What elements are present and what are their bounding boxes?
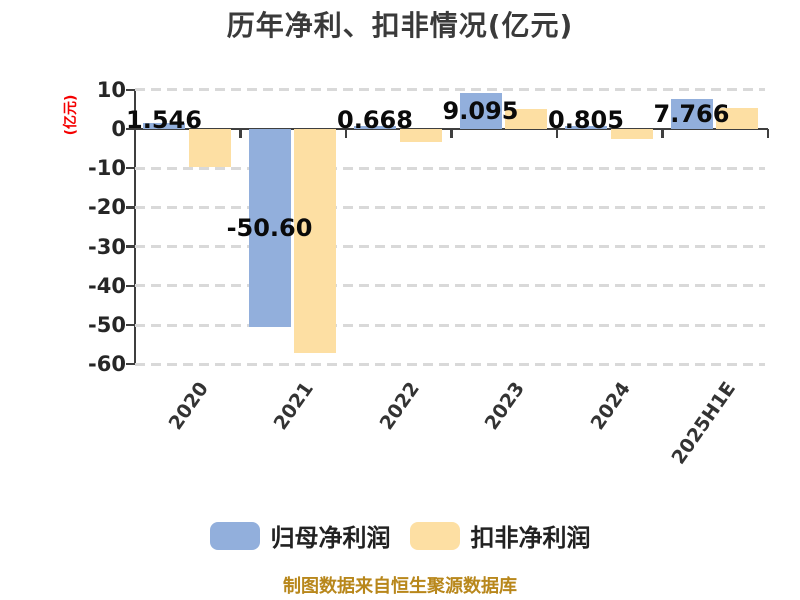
- bar-value-label-2022: 0.668: [337, 106, 413, 134]
- x-tick-0: [133, 129, 137, 138]
- x-axis-label-2021: 2021: [269, 378, 319, 434]
- gridline--50: [135, 323, 765, 327]
- bar-net-profit-2020: [143, 122, 185, 129]
- x-axis-label-2024: 2024: [586, 378, 635, 434]
- y-tick--20: [126, 206, 135, 209]
- gridline--60: [135, 362, 765, 366]
- x-tick-3: [450, 129, 453, 138]
- y-tick-label-10: 10: [96, 77, 126, 102]
- bar-net-profit-2023: [459, 93, 502, 129]
- y-tick--50: [126, 323, 135, 327]
- x-axis-label-2022: 2022: [375, 378, 424, 434]
- bar-non-recurring-profit-2023: [505, 109, 547, 129]
- legend-label-non-recurring-profit: 扣非净利润: [470, 524, 591, 552]
- y-tick-label--50: -50: [88, 313, 126, 337]
- x-tick-2: [344, 129, 348, 138]
- x-axis-zero-line: [135, 127, 768, 131]
- bar-value-label-2025H1E: 7.766: [653, 99, 730, 128]
- x-tick-5: [661, 129, 664, 138]
- y-tick--60: [126, 362, 135, 366]
- bar-non-recurring-profit-2020: [188, 129, 231, 168]
- bar-value-label-2024: 0.805: [548, 106, 624, 134]
- y-tick-0: [126, 127, 135, 131]
- y-tick-10: [126, 88, 135, 92]
- x-tick-1: [239, 129, 242, 138]
- source-note: 制图数据来自恒生聚源数据库: [283, 576, 517, 597]
- y-tick--10: [126, 166, 135, 170]
- bar-net-profit-2025H1E: [670, 98, 713, 129]
- legend-label-net-profit: 归母净利润: [270, 524, 391, 552]
- legend-item-non-recurring-profit: 扣非净利润: [409, 518, 591, 553]
- gridline-10: [135, 88, 765, 92]
- bar-non-recurring-profit-2022: [399, 129, 442, 143]
- bar-value-label-2021: -50.60: [226, 214, 313, 243]
- y-tick-label--30: -30: [88, 234, 126, 259]
- chart-title: 历年净利、扣非情况(亿元): [226, 9, 574, 42]
- y-tick-label--20: -20: [88, 195, 126, 220]
- y-tick-label-0: 0: [111, 117, 126, 141]
- legend-swatch-net-profit: [209, 521, 260, 550]
- bar-value-label-2020: 1.546: [126, 106, 202, 134]
- gridline--40: [135, 284, 765, 288]
- gridline--30: [135, 245, 765, 249]
- bar-net-profit-2021: [248, 129, 291, 328]
- legend-swatch-non-recurring-profit: [409, 521, 460, 550]
- y-axis-line: [133, 89, 137, 365]
- legend: 归母净利润 扣非净利润: [0, 518, 800, 553]
- bar-non-recurring-profit-2025H1E: [716, 108, 758, 129]
- bar-non-recurring-profit-2024: [610, 129, 653, 140]
- x-axis-label-2020: 2020: [164, 378, 213, 434]
- bar-net-profit-2022: [354, 126, 396, 129]
- x-axis-label-2025H1E: 2025H1E: [667, 378, 741, 469]
- x-tick-6: [766, 129, 770, 138]
- y-tick--30: [126, 245, 135, 248]
- bar-value-label-2023: 9.095: [442, 97, 519, 126]
- legend-item-net-profit: 归母净利润: [209, 518, 391, 553]
- x-tick-4: [555, 129, 559, 138]
- y-tick--40: [126, 284, 135, 288]
- gridline--20: [135, 205, 765, 209]
- x-axis-label-2023: 2023: [480, 378, 530, 434]
- bar-non-recurring-profit-2021: [294, 129, 336, 354]
- y-tick-label--10: -10: [88, 156, 126, 181]
- y-tick-label--40: -40: [88, 273, 126, 298]
- gridline--10: [135, 166, 765, 170]
- y-tick-label--60: -60: [88, 352, 126, 377]
- bar-net-profit-2024: [565, 125, 607, 129]
